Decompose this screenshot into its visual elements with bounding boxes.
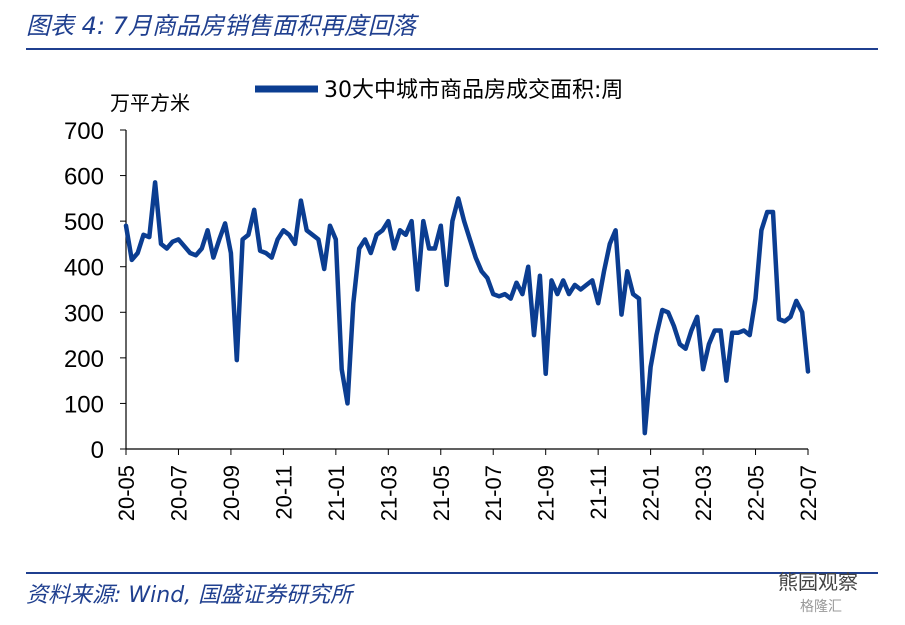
series-line (123, 180, 811, 436)
chart-legend: 30大中城市商品房成交面积:周 (255, 78, 623, 103)
x-tick-label: 22-05 (744, 465, 769, 521)
x-tick-label: 20-07 (166, 465, 191, 521)
legend-label: 30大中城市商品房成交面积:周 (324, 78, 623, 103)
x-tick-label: 21-05 (429, 465, 454, 521)
y-tick-label: 200 (64, 346, 104, 373)
x-tick-label: 21-03 (376, 465, 401, 521)
y-tick-label: 600 (64, 164, 104, 191)
title-divider (26, 48, 878, 50)
chart-axes (120, 129, 809, 455)
y-tick-label: 0 (91, 437, 104, 464)
y-tick-labels: 0 100 200 300 400 500 600 700 (64, 118, 104, 464)
source-note: 资料来源: Wind, 国盛证券研究所 (26, 583, 353, 608)
y-tick-label: 400 (64, 255, 104, 282)
y-tick-label: 700 (64, 118, 104, 145)
x-tick-label: 21-09 (534, 465, 559, 521)
figure-title: 图表 4: 7月商品房销售面积再度回落 (26, 12, 416, 40)
watermark-sub-logo: 格隆汇 (800, 599, 842, 615)
x-tick-label: 21-01 (324, 465, 349, 521)
x-tick-label: 20-09 (219, 465, 244, 521)
y-tick-label: 300 (64, 300, 104, 327)
x-tick-label: 22-03 (691, 465, 716, 521)
x-tick-label: 21-07 (481, 465, 506, 521)
watermark-logo: 熊园观察 (778, 570, 858, 594)
x-tick-label: 22-01 (639, 465, 664, 521)
x-tick-label: 20-11 (271, 465, 296, 520)
y-tick-label: 500 (64, 209, 104, 236)
x-tick-label: 22-07 (796, 465, 821, 521)
source-divider (26, 572, 878, 574)
x-tick-label: 20-05 (114, 465, 139, 521)
y-tick-label: 100 (64, 391, 104, 418)
x-tick-label: 21-11 (586, 465, 611, 520)
chart-series (123, 180, 811, 436)
x-tick-labels: 20-05 20-07 20-09 20-11 21-01 21-03 21-05 21-07… (114, 465, 821, 521)
y-axis-unit: 万平方米 (110, 91, 190, 115)
